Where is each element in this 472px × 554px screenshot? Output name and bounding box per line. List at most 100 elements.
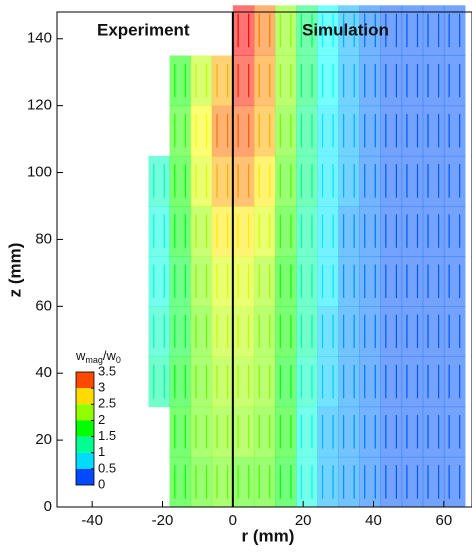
field-cell xyxy=(338,456,360,508)
y-tick-label: 140 xyxy=(27,30,52,47)
field-cell xyxy=(401,456,424,508)
colorbar-band xyxy=(76,468,94,485)
field-cell xyxy=(296,256,318,307)
colorbar-tick-label: 1.5 xyxy=(98,428,116,443)
field-cell xyxy=(253,456,276,508)
field-cell xyxy=(443,5,466,56)
field-cell xyxy=(296,456,318,508)
field-cell xyxy=(317,406,339,458)
field-cell xyxy=(296,55,318,107)
colorbar-band xyxy=(76,404,94,421)
field-cell xyxy=(253,155,276,207)
field-cell xyxy=(211,456,234,508)
field-cell xyxy=(401,5,424,56)
field-cell xyxy=(338,356,360,408)
colorbar-tick-label: 1 xyxy=(98,444,105,459)
field-cell xyxy=(190,205,213,257)
field-cell xyxy=(296,406,318,458)
field-cell xyxy=(380,155,403,207)
field-cell xyxy=(338,55,360,107)
field-cell xyxy=(422,256,445,307)
field-cell xyxy=(338,205,360,257)
field-cell xyxy=(359,256,382,307)
colorbar-frame xyxy=(75,371,95,486)
x-tick-label: 60 xyxy=(436,512,453,529)
field-cell xyxy=(211,256,234,307)
colorbar-band xyxy=(76,452,94,469)
field-cell xyxy=(253,105,276,157)
annotation: Simulation xyxy=(302,20,389,39)
field-cell xyxy=(232,456,255,508)
field-cell xyxy=(443,55,466,107)
field-cell xyxy=(211,356,234,408)
field-cell xyxy=(359,456,382,508)
y-tick-label: 100 xyxy=(27,164,52,181)
field-cell xyxy=(359,155,382,207)
field-cell xyxy=(232,105,255,157)
colorbar-tick-label: 2 xyxy=(98,412,105,427)
field-cell xyxy=(169,406,192,458)
field-cell xyxy=(169,356,192,408)
field-cell xyxy=(148,155,171,207)
field-cell xyxy=(169,256,192,307)
x-tick-label: 20 xyxy=(295,512,312,529)
field-cell xyxy=(232,306,255,357)
field-cell xyxy=(190,55,213,107)
annotation: Experiment xyxy=(97,20,190,39)
field-cell xyxy=(443,406,466,458)
field-cell xyxy=(338,406,360,458)
field-cell xyxy=(401,155,424,207)
field-cell xyxy=(317,155,339,207)
field-cell xyxy=(232,256,255,307)
field-cell xyxy=(148,306,171,357)
field-cell xyxy=(422,205,445,257)
field-cell xyxy=(211,55,234,107)
field-cell xyxy=(338,155,360,207)
field-cell xyxy=(443,105,466,157)
field-cell xyxy=(211,406,234,458)
field-cell xyxy=(253,205,276,257)
colorbar-tick-label: 0 xyxy=(98,476,105,491)
colorbar-title: wmag/w0 xyxy=(75,348,121,365)
field-cell xyxy=(380,456,403,508)
field-cell xyxy=(422,456,445,508)
field-cell xyxy=(253,55,276,107)
field-cell xyxy=(275,456,297,508)
colorbar-tick-label: 3.5 xyxy=(98,363,116,378)
field-cell xyxy=(232,406,255,458)
field-cell xyxy=(317,105,339,157)
field-cell xyxy=(443,256,466,307)
colorbar-title-part: /w xyxy=(103,348,117,363)
field-cell xyxy=(275,105,297,157)
field-cell xyxy=(169,456,192,508)
field-cell xyxy=(359,306,382,357)
x-axis-label: r (mm) xyxy=(242,526,295,545)
field-cell xyxy=(253,356,276,408)
field-cell xyxy=(380,55,403,107)
field-cell xyxy=(232,155,255,207)
colorbar-band xyxy=(76,420,94,437)
field-cell xyxy=(253,256,276,307)
field-cell xyxy=(190,406,213,458)
field-cell xyxy=(359,356,382,408)
colorbar-title-part: w xyxy=(75,348,86,363)
colorbar-title-part: mag xyxy=(85,355,103,365)
field-cell xyxy=(401,356,424,408)
field-cell xyxy=(317,456,339,508)
field-cell xyxy=(253,406,276,458)
y-tick-label: 80 xyxy=(35,230,52,247)
field-cell xyxy=(296,155,318,207)
field-cell xyxy=(380,356,403,408)
field-cell xyxy=(443,306,466,357)
field-cell xyxy=(148,356,171,408)
field-cell xyxy=(422,406,445,458)
y-tick-label: 60 xyxy=(35,297,52,314)
field-cell xyxy=(443,205,466,257)
x-tick-label: 0 xyxy=(229,512,237,529)
field-cell xyxy=(232,55,255,107)
y-axis-label: z (mm) xyxy=(5,243,24,298)
field xyxy=(148,5,466,508)
colorbar-tick-label: 0.5 xyxy=(98,460,116,475)
field-cell xyxy=(211,155,234,207)
